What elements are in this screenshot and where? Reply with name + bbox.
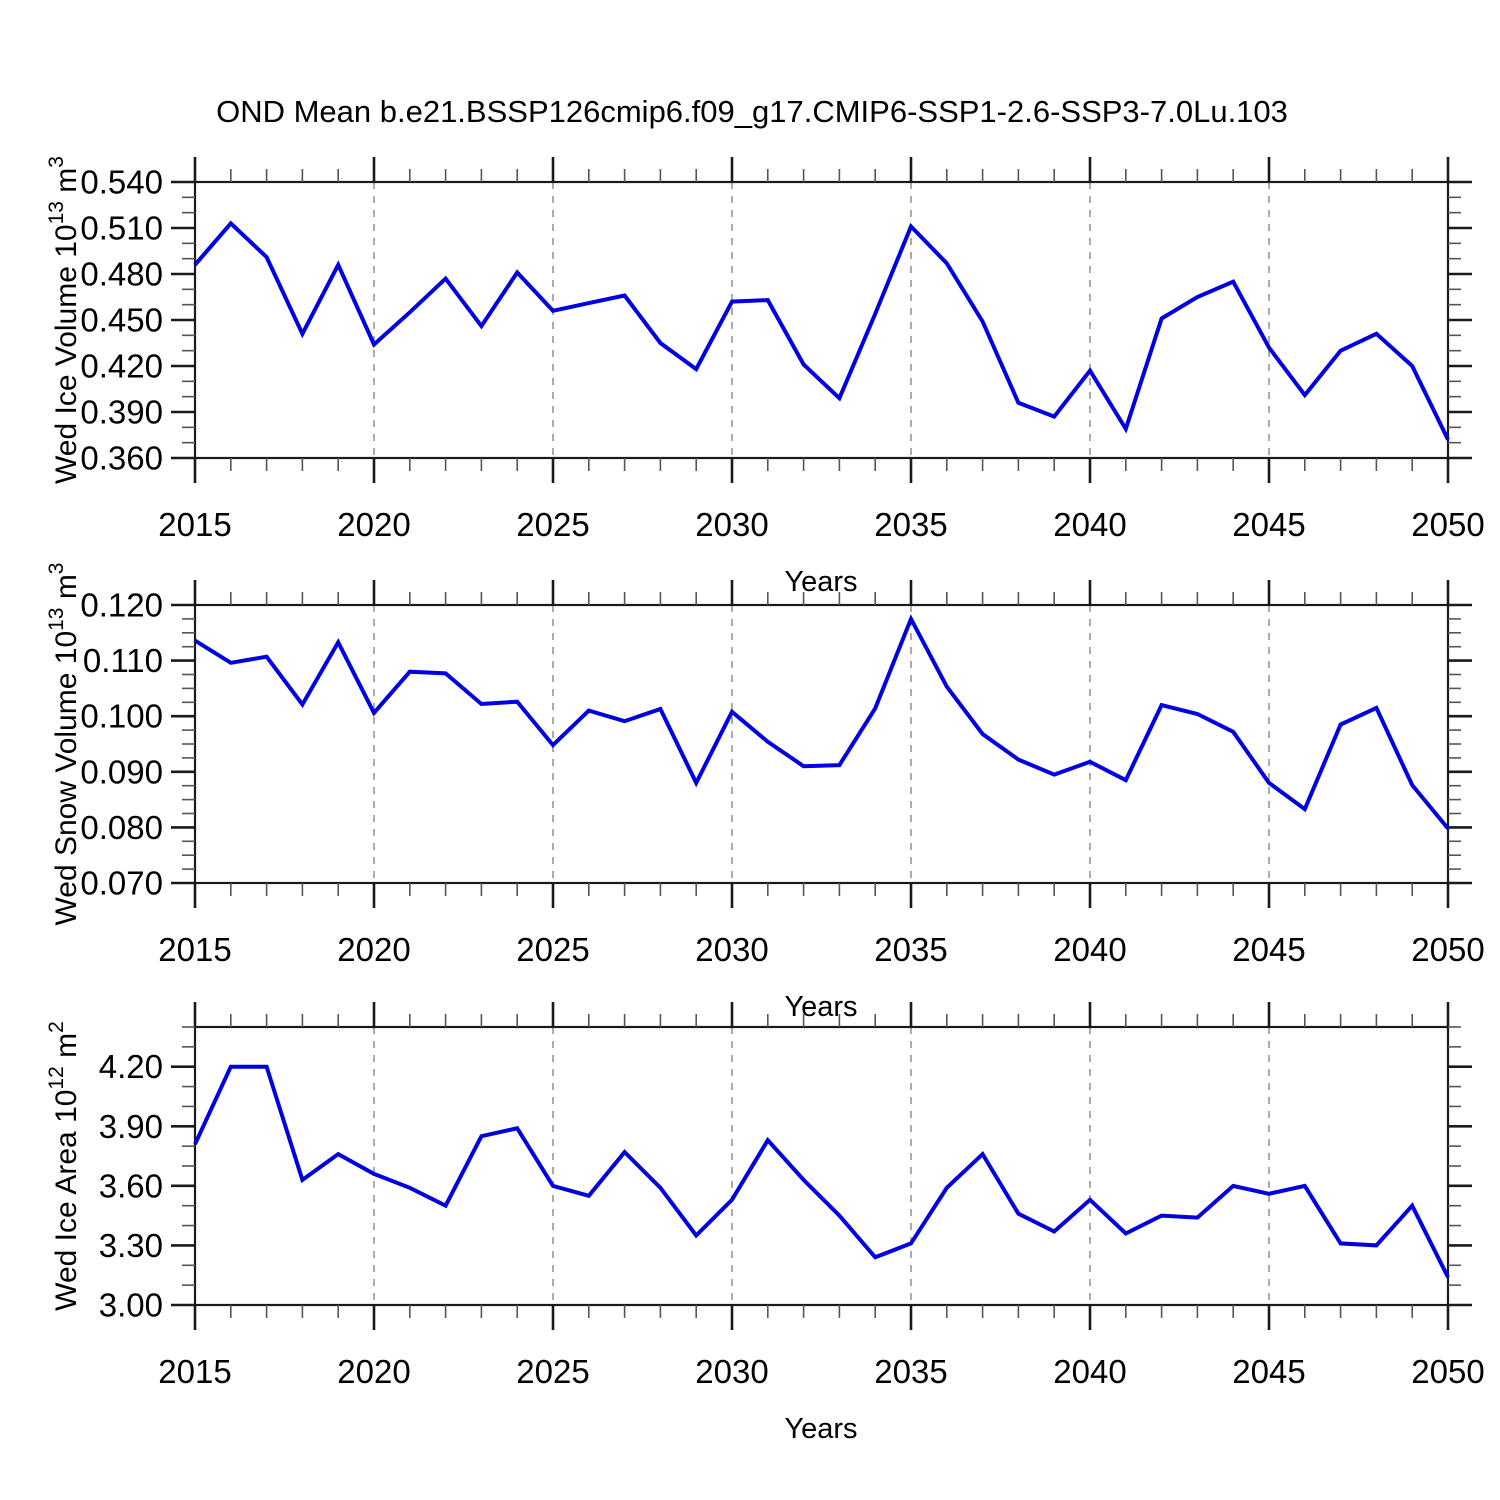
data-series-line-wed-ice-area bbox=[193, 1064, 1450, 1279]
x-axis-title: Years bbox=[784, 1413, 857, 1445]
x-tick-label: 2035 bbox=[874, 931, 947, 968]
x-tick-label: 2050 bbox=[1411, 1353, 1484, 1390]
y-tick-label: 0.540 bbox=[80, 164, 163, 201]
y-axis-title-ice-volume: Wed Ice Volume 1013 m3 bbox=[45, 156, 83, 484]
plot-frame bbox=[193, 1025, 1450, 1307]
x-axis-title: Years bbox=[784, 566, 857, 598]
x-tick-label: 2025 bbox=[516, 506, 589, 543]
y-tick-label: 0.080 bbox=[80, 809, 163, 846]
x-tick-label: 2015 bbox=[158, 506, 231, 543]
x-tick-label: 2015 bbox=[158, 1353, 231, 1390]
data-series-line-wed-ice-volume bbox=[193, 220, 1450, 441]
y-tick-label: 3.30 bbox=[99, 1227, 163, 1264]
y-axis-title-ice-area: Wed Ice Area 1012 m2 bbox=[45, 1021, 83, 1311]
x-tick-label: 2030 bbox=[695, 506, 768, 543]
x-tick-label: 2015 bbox=[158, 931, 231, 968]
x-tick-label: 2040 bbox=[1053, 931, 1126, 968]
y-tick-label: 3.60 bbox=[99, 1167, 163, 1204]
plot-frame bbox=[193, 180, 1450, 460]
y-tick-label: 0.100 bbox=[80, 698, 163, 735]
x-tick-label: 2030 bbox=[695, 931, 768, 968]
x-tick-label: 2035 bbox=[874, 506, 947, 543]
x-tick-label: 2020 bbox=[337, 506, 410, 543]
ice-area-panel: 2015 2020 2025 2030 2035 2040 2045 2050 4.20 3.90… bbox=[45, 1002, 1485, 1445]
ice-volume-panel: 2015 2020 2025 2030 2035 2040 2045 2050 0.540 0.5… bbox=[45, 156, 1485, 598]
plot-frame bbox=[193, 603, 1450, 885]
x-axis-title: Years bbox=[784, 991, 857, 1023]
y-tick-label: 0.510 bbox=[80, 210, 163, 247]
y-tick-label: 3.90 bbox=[99, 1108, 163, 1145]
data-series-line-wed-snow-volume bbox=[193, 614, 1450, 830]
x-tick-label: 2040 bbox=[1053, 1353, 1126, 1390]
x-tick-label: 2050 bbox=[1411, 506, 1484, 543]
x-tick-label: 2030 bbox=[695, 1353, 768, 1390]
y-tick-label: 0.110 bbox=[83, 642, 163, 679]
y-tick-label: 0.480 bbox=[80, 256, 163, 293]
y-tick-label: 0.120 bbox=[80, 587, 163, 624]
y-tick-label: 0.360 bbox=[80, 440, 163, 477]
y-axis-title-snow-volume: Wed Snow Volume 1013 m3 bbox=[45, 563, 83, 926]
snow-volume-panel: 2015 2020 2025 2030 2035 2040 2045 2050 0.120 0.1… bbox=[45, 563, 1485, 1024]
x-tick-label: 2035 bbox=[874, 1353, 947, 1390]
x-tick-label: 2045 bbox=[1232, 506, 1305, 543]
x-tick-label: 2020 bbox=[337, 1353, 410, 1390]
chart-title: OND Mean b.e21.BSSP126cmip6.f09_g17.CMIP… bbox=[216, 94, 1288, 129]
x-tick-label: 2050 bbox=[1411, 931, 1484, 968]
y-tick-label: 0.070 bbox=[80, 865, 163, 902]
y-tick-label: 0.450 bbox=[80, 302, 163, 339]
x-tick-label: 2045 bbox=[1232, 1353, 1305, 1390]
y-tick-label: 3.00 bbox=[99, 1287, 163, 1324]
y-tick-label: 0.420 bbox=[80, 348, 163, 385]
x-tick-label: 2040 bbox=[1053, 506, 1126, 543]
x-tick-label: 2045 bbox=[1232, 931, 1305, 968]
x-tick-label: 2025 bbox=[516, 931, 589, 968]
x-tick-label: 2020 bbox=[337, 931, 410, 968]
y-tick-label: 0.390 bbox=[80, 394, 163, 431]
x-tick-label: 2025 bbox=[516, 1353, 589, 1390]
y-tick-label: 4.20 bbox=[99, 1048, 163, 1085]
y-tick-label: 0.090 bbox=[80, 753, 163, 790]
